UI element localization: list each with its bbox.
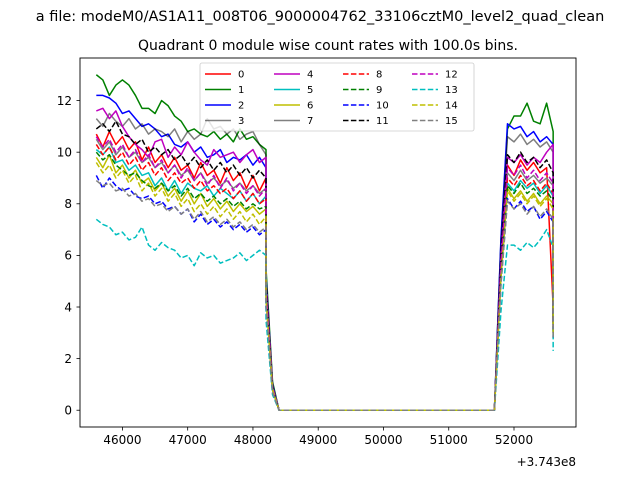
- legend-label-12: 12: [445, 70, 458, 81]
- series-layer: [95, 74, 554, 411]
- legend-label-9: 9: [376, 85, 382, 96]
- x-tick-label-49000: 49000: [299, 433, 337, 447]
- x-tick-label-51000: 51000: [430, 433, 468, 447]
- series-line-6: [95, 154, 554, 411]
- series-line-3: [95, 112, 554, 411]
- chart-title: Quadrant 0 module wise count rates with …: [138, 38, 518, 54]
- x-tick-label-46000: 46000: [103, 433, 141, 447]
- legend-label-2: 2: [238, 101, 244, 112]
- x-tick-label-48000: 48000: [234, 433, 272, 447]
- legend-box: [199, 62, 475, 132]
- legend-label-0: 0: [238, 70, 244, 81]
- y-tick-label-6: 6: [64, 249, 72, 263]
- y-tick-label-12: 12: [57, 94, 72, 108]
- series-line-14: [95, 162, 554, 411]
- series-line-2: [96, 94, 554, 411]
- figure-suptitle: a file: modeM0/AS1A11_008T06_9000004762_…: [36, 9, 605, 25]
- ticks-layer: 46000 47000 48000 49000 50000 51000 52000 0 2 4 6 8…: [57, 94, 533, 447]
- series-line-11: [95, 120, 554, 411]
- series-line-4: [96, 107, 554, 411]
- series-line-15: [95, 179, 554, 411]
- legend-label-10: 10: [376, 101, 389, 112]
- x-tick-label-47000: 47000: [169, 433, 207, 447]
- y-tick-label-10: 10: [57, 145, 72, 159]
- legend-label-5: 5: [307, 85, 313, 96]
- y-tick-label-2: 2: [64, 352, 72, 366]
- x-offset-label: +3.743e8: [517, 455, 576, 469]
- x-tick-label-52000: 52000: [495, 433, 533, 447]
- series-line-8: [95, 144, 554, 411]
- legend-label-1: 1: [238, 85, 244, 96]
- y-tick-label-4: 4: [64, 300, 72, 314]
- legend-label-15: 15: [445, 116, 458, 127]
- legend-label-14: 14: [445, 101, 458, 112]
- series-line-5: [95, 146, 554, 411]
- series-line-0: [95, 130, 554, 411]
- plot-frame: [79, 57, 577, 428]
- x-tick-label-50000: 50000: [364, 433, 402, 447]
- legend-label-13: 13: [445, 85, 458, 96]
- legend-label-4: 4: [307, 70, 313, 81]
- series-line-9: [95, 151, 554, 411]
- series-line-12: [95, 136, 554, 411]
- legend-label-7: 7: [307, 116, 313, 127]
- y-tick-label-8: 8: [64, 197, 72, 211]
- legend-label-6: 6: [307, 101, 313, 112]
- y-tick-label-0: 0: [64, 404, 72, 418]
- legend-label-8: 8: [376, 70, 382, 81]
- legend-label-11: 11: [376, 116, 389, 127]
- legend-label-3: 3: [238, 116, 244, 127]
- series-line-13: [95, 218, 554, 411]
